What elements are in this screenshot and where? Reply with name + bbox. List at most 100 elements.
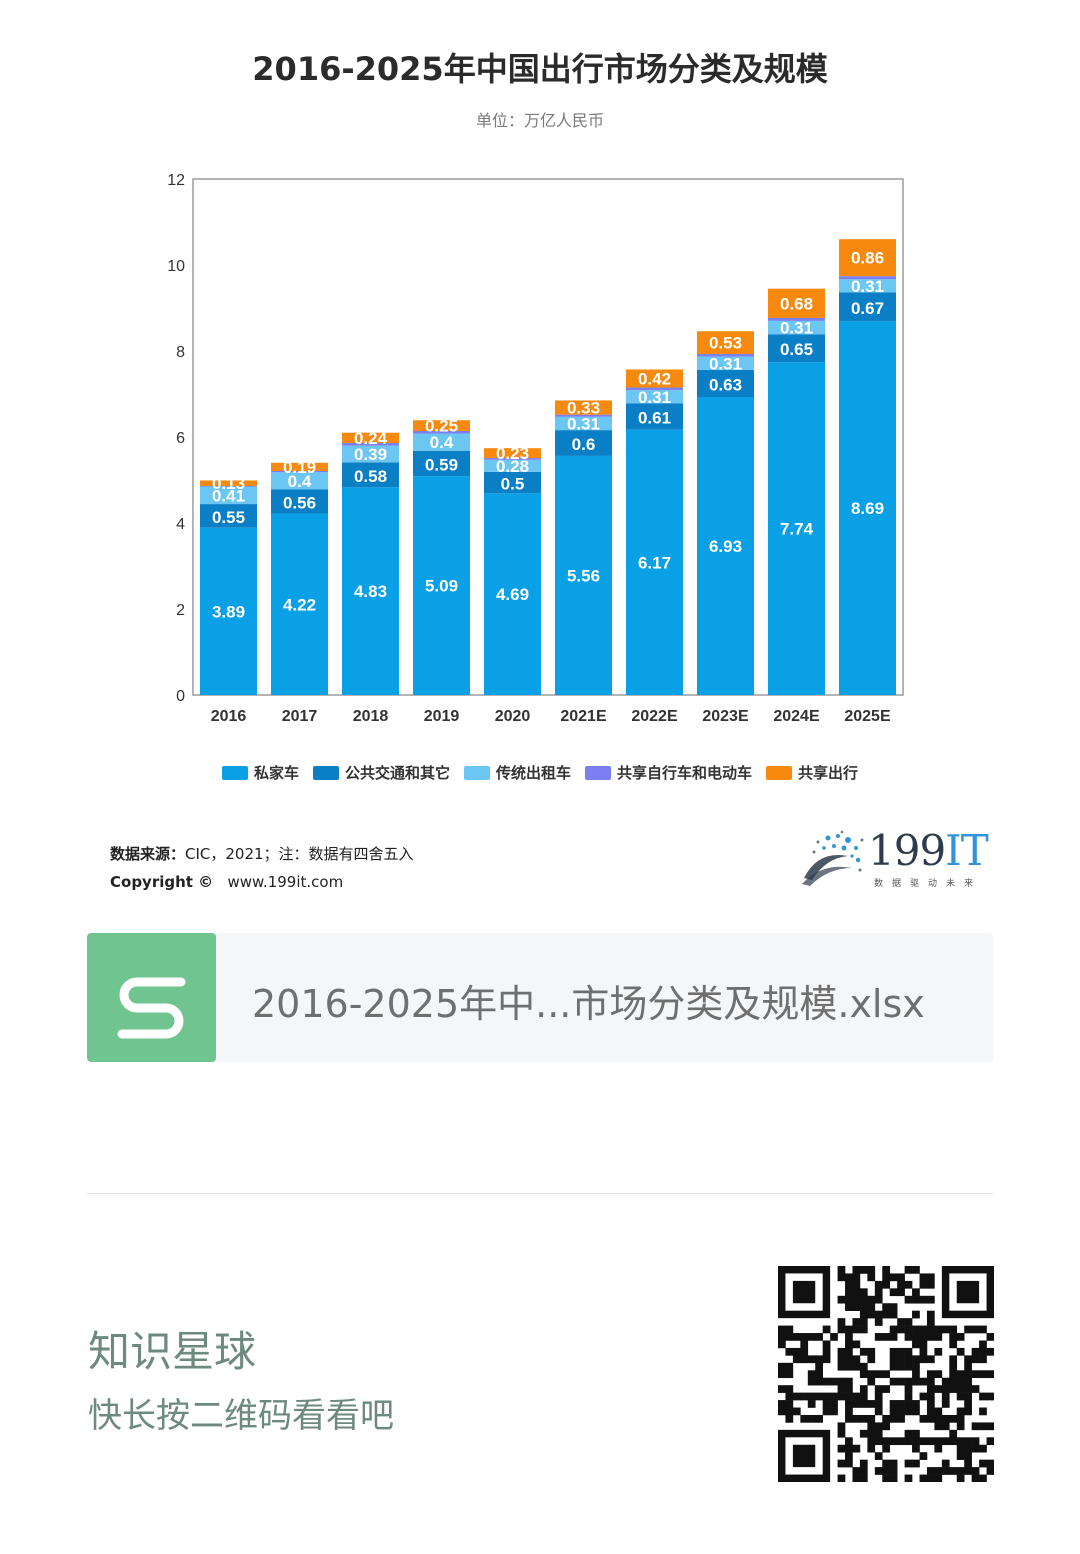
bar-segment [200,486,257,487]
bar-segment [484,448,541,459]
bar-segment [555,400,612,415]
y-tick-label: 12 [167,172,185,189]
y-tick-label: 6 [176,430,185,447]
bar-segment [839,321,896,695]
legend-item: 传统出租车 [463,762,571,783]
x-tick-label: 2024E [773,708,820,725]
bar-segment [555,455,612,695]
logo-dots-icon [802,830,864,886]
data-label: 0.31 [709,354,742,373]
bar-segment [342,432,399,444]
bar-segment [200,480,257,487]
data-label: 0.41 [212,486,245,505]
data-label: 5.56 [567,566,600,585]
bar-segment [555,414,612,417]
data-label: 0.39 [354,445,387,464]
x-tick-label: 2025E [844,708,891,725]
legend-swatch [221,765,248,780]
data-label: 0.19 [283,458,316,477]
bar-segment [626,403,683,430]
data-label: 4.69 [496,585,529,604]
data-label: 0.31 [567,414,600,433]
footer-subtitle: 快长按二维码看看吧 [88,1396,394,1436]
bar-segment [768,334,825,363]
data-label: 6.93 [709,537,742,556]
legend-label: 共享出行 [798,764,859,782]
data-label: 0.59 [425,455,458,474]
copyright-label: Copyright © [110,873,214,891]
legend-swatch [463,765,490,780]
bar-segment [484,458,541,460]
bar-segment [555,430,612,456]
bar-segment [342,462,399,488]
chart-title: 2016-2025年中国出行市场分类及规模 [252,50,828,88]
data-label: 0.4 [288,472,312,491]
bar-segment [342,487,399,695]
data-label: 0.86 [851,249,884,268]
bar-segment [697,369,754,398]
chart-legend: 私家车 公共交通和其它 传统出租车 共享自行车和电动车 共享出行 [0,762,1080,783]
bar-segment [342,445,399,463]
legend-item: 私家车 [221,762,299,783]
bar-segment [839,276,896,280]
data-label: 0.28 [496,457,529,476]
data-label: 0.25 [425,417,458,436]
legend-swatch [766,765,793,780]
x-tick-label: 2018 [353,708,389,725]
data-label: 0.31 [851,277,884,296]
bar-segment [271,472,328,490]
section-divider [87,1193,993,1194]
bar-segment [271,470,328,473]
logo-wordmark: 199IT [868,826,989,875]
data-label: 0.63 [709,375,742,394]
y-tick-label: 10 [167,258,185,275]
legend-label: 公共交通和其它 [344,764,450,782]
data-label: 0.61 [638,409,671,428]
x-tick-label: 2019 [424,708,460,725]
data-label: 0.55 [212,508,245,527]
bar-segment [839,239,896,277]
bar-segment [342,443,399,446]
legend-swatch [585,765,611,780]
data-label: 0.6 [572,435,596,454]
footer-title: 知识星球 [88,1327,257,1376]
bar-segment [200,504,257,528]
bar-segment [768,362,825,695]
bar-segment [271,462,328,471]
source-url[interactable]: www.199it.com [227,873,344,891]
legend-label: 共享自行车和电动车 [617,764,753,782]
logo-tagline: 数据驱动未来 [874,879,983,889]
bar-segment [413,476,470,695]
bar-segment [555,416,612,431]
y-tick-label: 4 [176,516,185,533]
data-label: 0.56 [283,494,316,513]
bar-segment [200,527,257,695]
bar-segment [626,369,683,388]
source-text: CIC，2021；注：数据有四舍五入 [185,845,414,863]
bar-segment [413,420,470,431]
data-label: 7.74 [780,520,814,539]
plot-frame [192,178,904,696]
data-label: 0.67 [851,299,884,318]
bar-segment [626,390,683,404]
legend-item: 共享出行 [766,762,858,783]
bar-segment [484,493,541,695]
bar-segment [484,459,541,472]
bar-segment [768,317,825,321]
data-label: 0.53 [709,334,742,353]
bar-segment [839,292,896,322]
attachment-file-card[interactable]: 2016-2025年中...市场分类及规模.xlsx [87,933,993,1062]
qr-code-icon[interactable] [778,1266,994,1482]
data-label: 0.33 [567,399,600,418]
legend-label: 传统出租车 [495,764,571,782]
bar-segment [271,489,328,514]
data-label: 6.17 [638,553,671,572]
bar-segment [697,356,754,370]
data-label: 0.5 [501,475,525,494]
data-label: 0.24 [354,429,388,448]
x-tick-label: 2021E [560,708,607,725]
bar-segment [413,433,470,451]
data-label: 0.42 [638,370,671,389]
y-tick-label: 2 [176,602,185,619]
data-label: 0.4 [430,433,454,452]
